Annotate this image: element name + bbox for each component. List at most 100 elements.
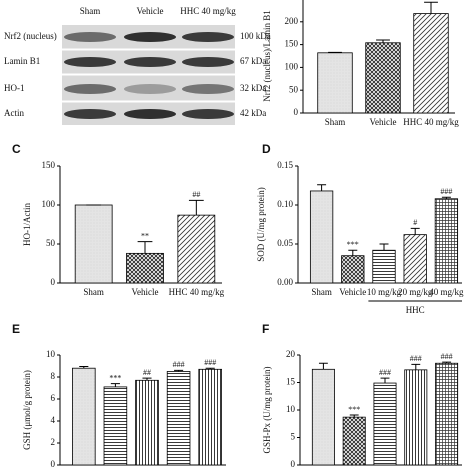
- y-tick-label: 0: [294, 107, 299, 117]
- bar: [177, 214, 216, 284]
- error-bar: [137, 241, 153, 254]
- x-tick-label: Vehicle: [339, 287, 366, 297]
- y-tick-label: 20: [286, 349, 296, 359]
- bar: [372, 249, 396, 284]
- bar: [126, 252, 164, 284]
- x-tick-label: Sham: [325, 117, 346, 127]
- y-tick-label: 0.05: [277, 238, 293, 248]
- band: [182, 109, 234, 119]
- error-bar: [318, 362, 328, 370]
- y-tick-label: 0.00: [277, 277, 293, 287]
- bar: [413, 13, 449, 114]
- y-tick-label: 4: [51, 415, 56, 425]
- bar: [342, 416, 366, 466]
- significance-label: ###: [204, 358, 216, 367]
- row-label: Actin: [4, 108, 24, 118]
- panel: C HO-1/Actin 0 50 100 150 Sham Vehicle ** HHC 40 …: [12, 142, 225, 297]
- y-tick-label: 150: [42, 160, 56, 170]
- x-tick-label: Sham: [83, 287, 104, 297]
- error-bar: [441, 196, 451, 199]
- group-label: HHC: [406, 305, 425, 315]
- error-bar: [379, 243, 389, 251]
- significance-label: ##: [192, 190, 200, 199]
- significance-label: #: [413, 218, 417, 227]
- bar: [311, 368, 335, 466]
- band: [182, 32, 234, 42]
- y-tick-label: 10: [286, 404, 296, 414]
- lane-label: Vehicle: [137, 6, 164, 16]
- significance-label: ##: [143, 368, 151, 377]
- significance-label: ###: [441, 352, 453, 361]
- y-tick-label: 0: [51, 459, 56, 469]
- panel-letter: D: [262, 142, 271, 156]
- significance-label: **: [141, 231, 149, 240]
- size-label: 32 kDa: [240, 83, 266, 93]
- error-bar: [376, 39, 390, 43]
- y-tick-label: 100: [42, 199, 56, 209]
- y-tick-label: 10: [46, 349, 56, 359]
- bar: [341, 255, 365, 284]
- bar: [72, 367, 96, 466]
- panel-letter: F: [262, 322, 269, 336]
- error-bar: [348, 249, 358, 256]
- y-axis-label: HO-1/Actin: [22, 203, 32, 246]
- y-tick-label: 150: [285, 39, 299, 49]
- y-tick-label: 15: [286, 377, 296, 387]
- bar: [166, 371, 191, 466]
- panel: D SOD (U/mg protein) 0.00 0.05 0.10 0.15 Sham V…: [256, 142, 464, 315]
- x-tick-label: 20 mg/kg: [398, 287, 433, 297]
- y-tick-label: 6: [51, 393, 56, 403]
- y-tick-label: 50: [46, 238, 56, 248]
- error-bar: [110, 383, 120, 387]
- error-bar: [380, 377, 390, 384]
- error-bar: [142, 377, 152, 381]
- panel: F GSH-Px (U/mg protein) 0 5 10 15 20 *** ### ### #…: [262, 322, 462, 469]
- error-bar: [442, 361, 452, 364]
- western-blot: Sham Vehicle HHC 40 mg/kg Nrf2 (nucleus) 100…: [4, 6, 271, 125]
- row-label: HO-1: [4, 83, 25, 93]
- y-tick-label: 0: [51, 277, 56, 287]
- error-bar: [188, 199, 204, 216]
- significance-label: ###: [379, 368, 391, 377]
- bar: [373, 382, 397, 466]
- error-bar: [79, 366, 89, 369]
- significance-label: ###: [173, 360, 185, 369]
- y-axis-label: SOD (U/mg protein): [256, 187, 266, 262]
- x-tick-label: Vehicle: [132, 287, 159, 297]
- bar: [74, 204, 113, 284]
- band: [124, 57, 176, 67]
- x-tick-label: HHC 40 mg/kg: [169, 287, 225, 297]
- band: [124, 109, 176, 119]
- x-tick-label: HHC 40 mg/kg: [403, 117, 459, 127]
- panel-letter: E: [12, 322, 20, 336]
- lane-label: HHC 40 mg/kg: [180, 6, 236, 16]
- y-tick-label: 0: [291, 459, 296, 469]
- x-tick-label: 40 mg/kg: [429, 287, 464, 297]
- panel: Nrf2 (nucleus)/Lamin B1 0 50 100 150 200 Sham V…: [262, 0, 459, 127]
- significance-label: ***: [109, 373, 121, 382]
- band: [124, 32, 176, 42]
- significance-label: ***: [347, 240, 359, 249]
- y-axis-label: Nrf2 (nucleus)/Lamin B1: [262, 10, 272, 101]
- y-axis-label: GSH-Px (U/mg protein): [262, 367, 272, 454]
- row-label: Lamin B1: [4, 56, 40, 66]
- bar: [135, 379, 159, 466]
- bar: [198, 368, 222, 466]
- x-tick-label: Sham: [311, 287, 332, 297]
- y-tick-label: 2: [51, 437, 56, 447]
- size-label: 67 kDa: [240, 56, 266, 66]
- y-tick-label: 0.10: [277, 199, 293, 209]
- bar: [103, 386, 128, 466]
- band: [182, 57, 234, 67]
- y-axis-label: GSH (μmol/g protein): [22, 370, 32, 450]
- band: [64, 57, 116, 67]
- row-label: Nrf2 (nucleus): [4, 31, 57, 41]
- error-bar: [424, 1, 438, 14]
- error-bar: [317, 184, 327, 191]
- y-tick-label: 50: [289, 84, 299, 94]
- significance-label: ###: [440, 187, 452, 196]
- y-tick-label: 8: [51, 371, 56, 381]
- error-bar: [411, 363, 421, 370]
